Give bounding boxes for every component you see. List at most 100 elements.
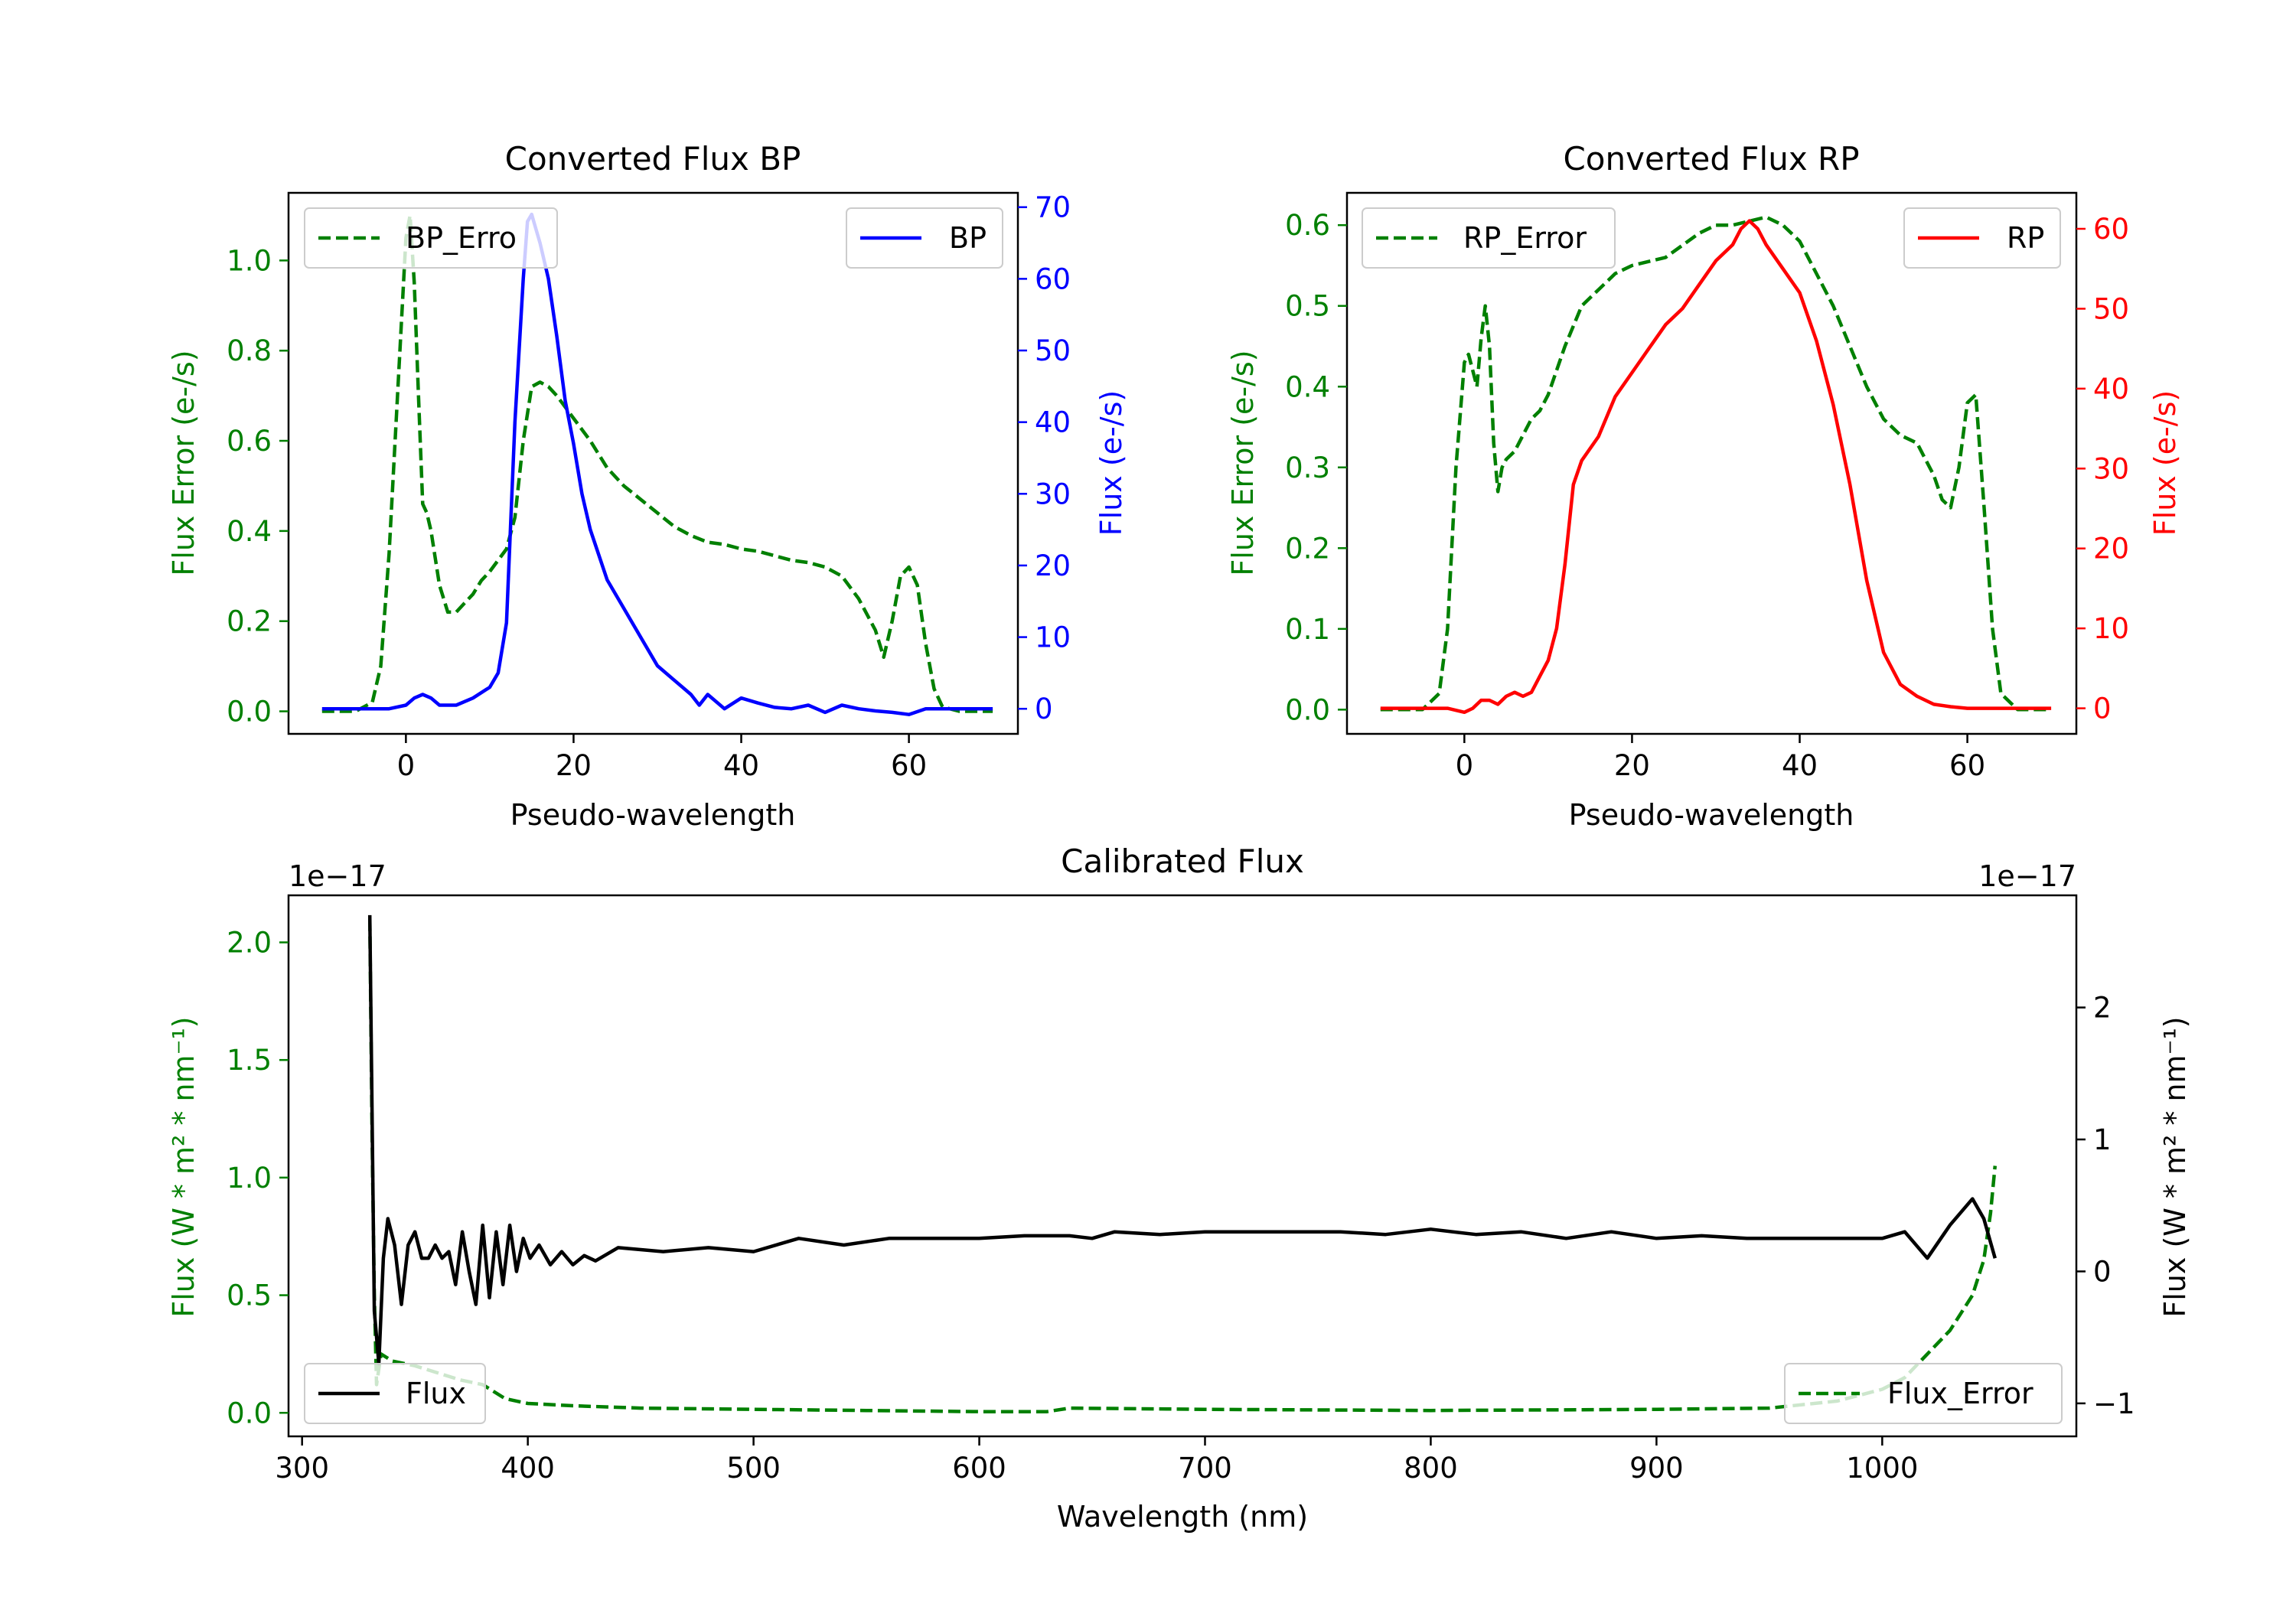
calibrated-left-y-tick-label: 2.0: [227, 926, 272, 959]
rp-rp-line: [1380, 219, 2052, 715]
bp-panel: Converted Flux BP 0 20 40 60 0.0 0.2 0.4 0.6 0.…: [167, 140, 1128, 832]
bp-lines: [321, 212, 993, 716]
rp-right-y-tick-label: 50: [2093, 292, 2129, 325]
flux-error-legend-label: Flux_Error: [1887, 1377, 2033, 1410]
bp-bp-line: [321, 212, 993, 716]
bp-x-tick-label: 40: [723, 749, 759, 782]
bp-left-y-tick-label: 1.0: [227, 244, 272, 277]
calibrated-left-y-ticks: 0.0 0.5 1.0 1.5 2.0: [227, 926, 289, 1429]
rp-lines: [1380, 215, 2052, 715]
rp-legend: RP: [1903, 207, 2061, 269]
calibrated-left-y-tick-label: 1.5: [227, 1044, 272, 1077]
rp-right-y-tick-label: 60: [2093, 213, 2129, 246]
calibrated-x-tick-label: 900: [1629, 1452, 1684, 1485]
bp-x-tick-label: 20: [556, 749, 592, 782]
rp-right-y-axis-label: Flux (e-/s): [2148, 390, 2182, 536]
rp-plot-frame: [1345, 191, 2078, 735]
bp-right-y-tick-label: 0: [1035, 693, 1053, 725]
rp-right-y-tick-label: 0: [2093, 693, 2112, 725]
calibrated-left-y-tick-label: 1.0: [227, 1162, 272, 1195]
bp-right-y-tick-label: 20: [1035, 549, 1071, 582]
calibrated-right-offset: 1e−17: [1978, 859, 2076, 893]
rp-error-legend-label: RP_Error: [1463, 221, 1587, 255]
rp-right-y-tick-label: 40: [2093, 373, 2129, 406]
calibrated-x-tick-label: 500: [726, 1452, 781, 1485]
calibrated-left-offset: 1e−17: [289, 859, 386, 893]
calibrated-x-ticks: 300 400 500 600 700 800 900 1000: [275, 1436, 1918, 1485]
calibrated-left-y-tick-label: 0.0: [227, 1397, 272, 1429]
bp-bp-error-line: [321, 214, 993, 713]
calibrated-left-y-tick-label: 0.5: [227, 1279, 272, 1312]
bp-left-y-tick-label: 0.4: [227, 515, 272, 548]
calibrated-right-y-ticks: −1 0 1 2: [2076, 992, 2135, 1420]
calibrated-flux-error-line: [367, 918, 1998, 1413]
calibrated-x-tick-label: 1000: [1846, 1452, 1918, 1485]
calibrated-title: Calibrated Flux: [1061, 843, 1304, 880]
rp-left-y-tick-label: 0.5: [1285, 290, 1330, 323]
rp-x-tick-label: 40: [1782, 749, 1818, 782]
rp-right-y-ticks: 0 10 20 30 40 50 60: [2076, 213, 2129, 725]
rp-left-y-ticks: 0.0 0.1 0.2 0.3 0.4 0.5 0.6: [1285, 209, 1347, 726]
rp-error-legend: RP_Error: [1362, 207, 1616, 269]
rp-title: Converted Flux RP: [1563, 140, 1859, 178]
bp-left-y-tick-label: 0.2: [227, 605, 272, 638]
rp-right-y-tick-label: 10: [2093, 612, 2129, 645]
rp-left-y-tick-label: 0.6: [1285, 209, 1330, 242]
bp-right-y-tick-label: 60: [1035, 262, 1071, 295]
bp-legend: BP: [846, 207, 1003, 269]
bp-x-ticks: 0 20 40 60: [397, 734, 927, 782]
calibrated-x-axis-label: Wavelength (nm): [1057, 1500, 1308, 1534]
calibrated-x-tick-label: 600: [952, 1452, 1006, 1485]
calibrated-right-y-tick-label: 2: [2093, 992, 2112, 1025]
rp-right-y-tick-label: 30: [2093, 452, 2129, 485]
rp-left-y-tick-label: 0.3: [1285, 451, 1330, 484]
calibrated-right-y-tick-label: −1: [2093, 1387, 2135, 1420]
calibrated-x-tick-label: 300: [275, 1452, 329, 1485]
bp-plot-frame: [287, 191, 1019, 735]
rp-x-tick-label: 60: [1949, 749, 1985, 782]
bp-title: Converted Flux BP: [505, 140, 801, 178]
bp-right-y-ticks: 0 10 20 30 40 50 60 70: [1018, 191, 1071, 725]
calibrated-right-y-axis-label: Flux (W * m² * nm⁻¹): [2158, 1016, 2192, 1317]
rp-x-ticks: 0 20 40 60: [1456, 734, 1985, 782]
calibrated-x-tick-label: 400: [501, 1452, 555, 1485]
rp-panel: Converted Flux RP 0 20 40 60 0.0 0.1 0.2 0.3 0.…: [1226, 140, 2182, 832]
calibrated-right-y-tick-label: 1: [2093, 1123, 2112, 1156]
bp-right-y-tick-label: 30: [1035, 478, 1071, 510]
rp-x-axis-label: Pseudo-wavelength: [1569, 798, 1854, 832]
calibrated-right-y-tick-label: 0: [2093, 1255, 2112, 1288]
calibrated-flux-line: [367, 914, 1997, 1366]
bp-x-tick-label: 0: [397, 749, 416, 782]
bp-left-y-tick-label: 0.6: [227, 425, 272, 458]
bp-right-y-tick-label: 10: [1035, 621, 1071, 654]
flux-error-legend: Flux_Error: [1784, 1363, 2063, 1424]
rp-left-y-tick-label: 0.0: [1285, 693, 1330, 726]
flux-legend: Flux: [304, 1363, 486, 1424]
calibrated-lines: [367, 914, 1998, 1413]
rp-left-y-tick-label: 0.2: [1285, 532, 1330, 565]
bp-left-y-tick-label: 0.8: [227, 334, 272, 367]
bp-x-axis-label: Pseudo-wavelength: [510, 798, 796, 832]
calibrated-x-tick-label: 700: [1178, 1452, 1232, 1485]
calibrated-left-y-axis-label: Flux (W * m² * nm⁻¹): [167, 1016, 201, 1317]
rp-right-y-tick-label: 20: [2093, 533, 2129, 566]
bp-right-y-axis-label: Flux (e-/s): [1094, 390, 1128, 536]
bp-right-y-tick-label: 40: [1035, 406, 1071, 439]
rp-x-tick-label: 20: [1614, 749, 1650, 782]
bp-error-legend: BP_Erro: [304, 207, 558, 269]
bp-legend-label: BP: [949, 221, 987, 255]
calibrated-plot-frame: [287, 894, 2078, 1438]
bp-x-tick-label: 60: [891, 749, 927, 782]
rp-left-y-axis-label: Flux Error (e-/s): [1226, 350, 1260, 575]
rp-x-tick-label: 0: [1456, 749, 1474, 782]
bp-right-y-tick-label: 50: [1035, 334, 1071, 367]
bp-left-y-tick-label: 0.0: [227, 696, 272, 729]
bp-error-legend-label: BP_Erro: [406, 221, 517, 255]
rp-left-y-tick-label: 0.1: [1285, 613, 1330, 646]
rp-legend-label: RP: [2007, 221, 2044, 255]
rp-rp-error-line: [1380, 215, 2052, 712]
calibrated-panel: Calibrated Flux 1e−17 1e−17 300 400 500 600…: [167, 843, 2192, 1534]
bp-right-y-tick-label: 70: [1035, 191, 1071, 224]
bp-left-y-axis-label: Flux Error (e-/s): [167, 350, 201, 575]
